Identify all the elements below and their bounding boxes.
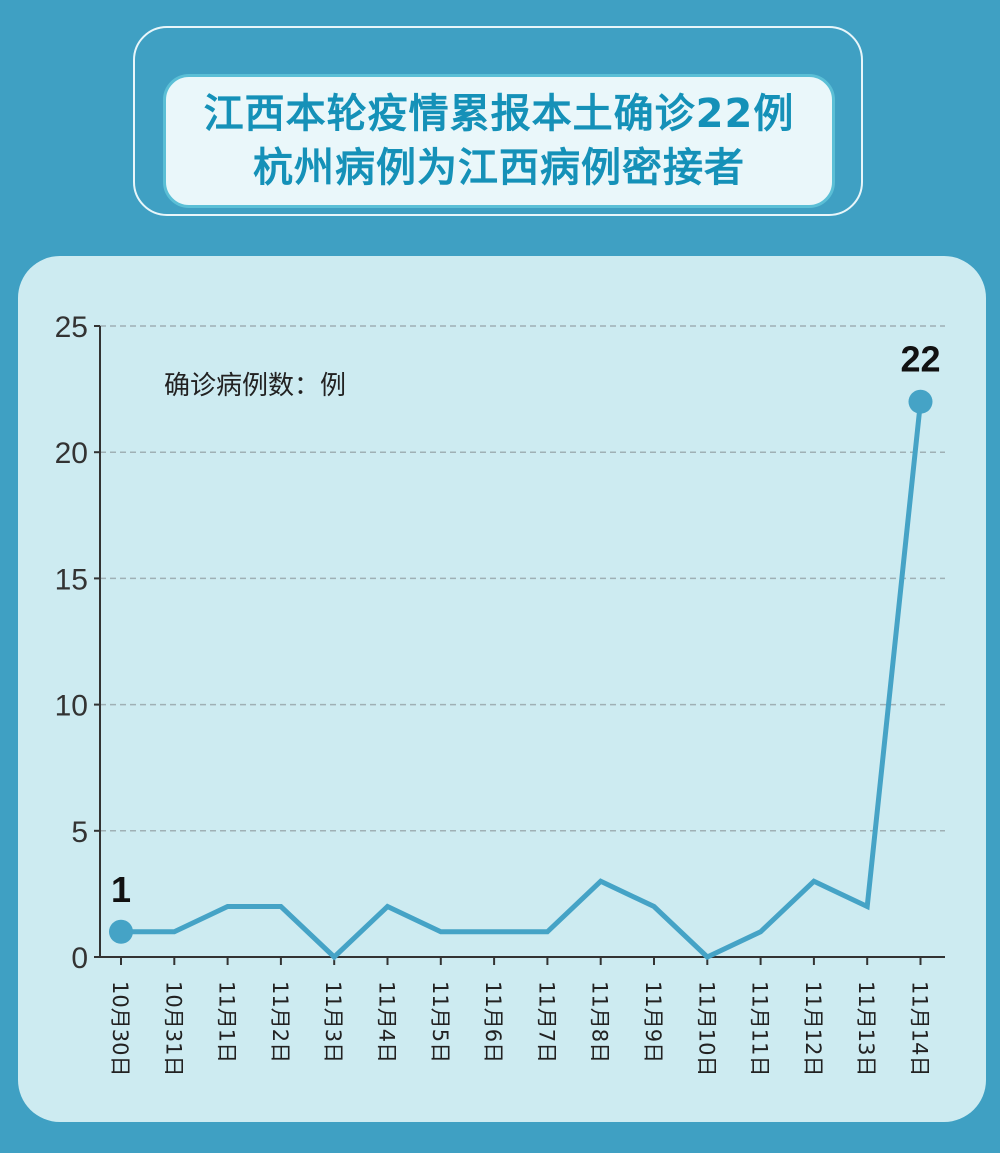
x-tick-label: 10月30日 [108, 981, 132, 1076]
series-line [121, 401, 923, 961]
x-tick-label: 10月31日 [161, 981, 185, 1076]
x-tick-labels: 10月30日 10月31日 11月1日 11月2日 11月3日 11月4日 11月5日 11月… [108, 981, 932, 1076]
x-tick-label: 11月6日 [481, 981, 505, 1063]
x-tick-label: 11月12日 [801, 981, 825, 1076]
x-tick-label: 11月8日 [588, 981, 612, 1063]
x-tick-label: 11月13日 [854, 981, 878, 1076]
axes [94, 325, 945, 965]
x-tick-label: 11月2日 [268, 981, 292, 1063]
x-tick-label: 11月1日 [215, 981, 239, 1063]
y-tick-label: 15 [55, 563, 88, 596]
grid-lines [100, 325, 945, 832]
y-tick-label: 20 [55, 437, 88, 470]
x-tick-label: 11月9日 [641, 981, 665, 1063]
x-tick-label: 11月10日 [694, 981, 718, 1076]
data-point [109, 919, 133, 944]
x-tick-label: 11月11日 [748, 981, 772, 1076]
x-tick-label: 11月5日 [428, 981, 452, 1063]
data-labels: 1 22 [111, 339, 941, 910]
title-box: 江西本轮疫情累报本土确诊22例 杭州病例为江西病例密接者 [163, 74, 835, 208]
x-tick-label: 11月4日 [375, 981, 399, 1063]
unit-label: 确诊病例数：例 [164, 371, 346, 401]
title-line-1: 江西本轮疫情累报本土确诊22例 [203, 91, 795, 137]
x-tick-label: 11月14日 [908, 981, 932, 1076]
x-tick-label: 11月7日 [534, 981, 558, 1063]
y-tick-label: 5 [71, 816, 88, 849]
y-tick-label: 0 [71, 942, 88, 975]
y-tick-label: 25 [55, 311, 88, 344]
y-tick-labels: 0 5 10 15 20 25 [55, 311, 88, 975]
x-tick-label: 11月3日 [321, 981, 345, 1063]
data-point [908, 389, 933, 414]
title-frame [133, 26, 863, 216]
y-tick-label: 10 [55, 690, 88, 723]
title-line-2: 杭州病例为江西病例密接者 [253, 145, 745, 191]
data-label: 1 [111, 869, 131, 910]
series [109, 389, 933, 961]
data-label: 22 [900, 339, 940, 380]
chart-panel [18, 256, 986, 1122]
